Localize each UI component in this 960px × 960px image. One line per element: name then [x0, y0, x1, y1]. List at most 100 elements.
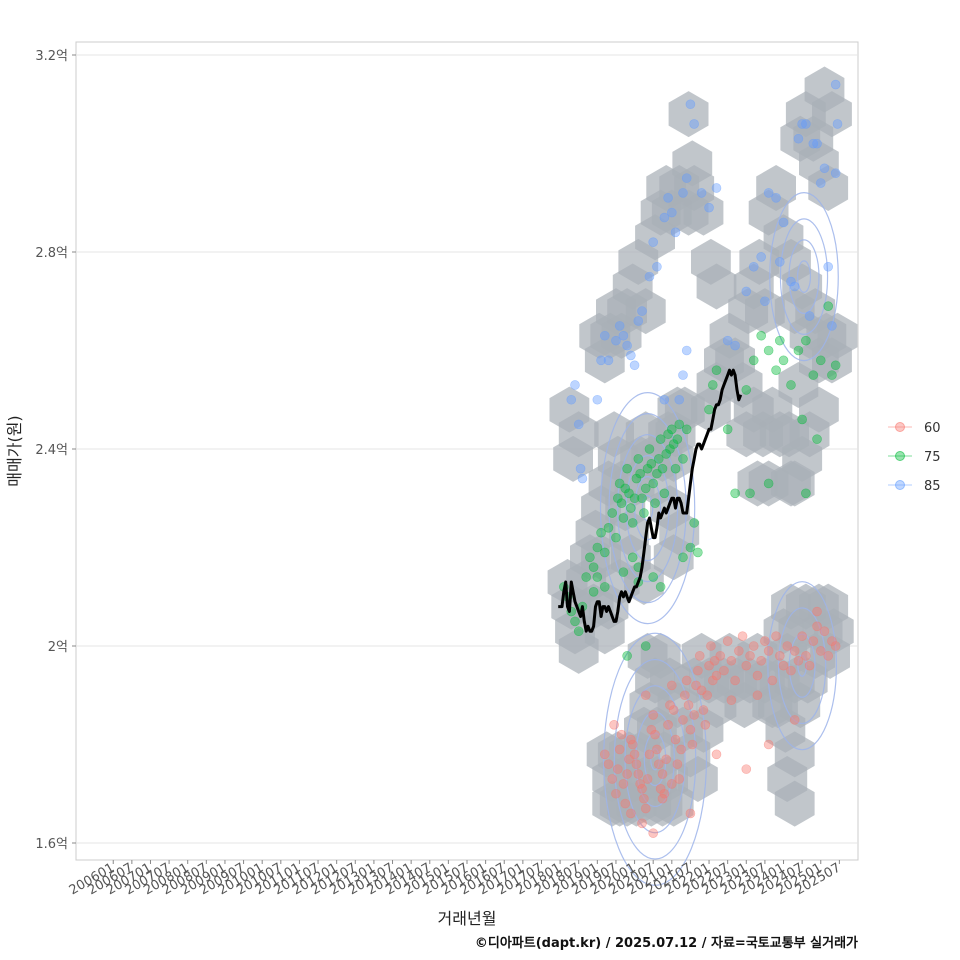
point-75 [646, 458, 657, 469]
point-85 [689, 119, 699, 129]
density-contour [634, 476, 662, 541]
density-contour [779, 218, 829, 335]
y-tick-label: 1.6억 [35, 837, 68, 852]
point-75 [607, 508, 618, 518]
point-75 [592, 572, 603, 582]
point-75 [650, 498, 660, 508]
point-60 [786, 665, 796, 676]
point-85 [756, 252, 766, 262]
point-60 [726, 695, 737, 705]
point-75 [665, 444, 675, 454]
point-60 [741, 660, 752, 671]
point-75 [635, 468, 645, 479]
point-60 [812, 606, 822, 617]
point-75 [640, 641, 651, 651]
point-75 [592, 542, 603, 553]
point-75 [774, 335, 785, 346]
point-85 [678, 370, 688, 380]
y-axis: 1.6억 2억 2.4억 2.8억 3.2억 [35, 49, 76, 852]
point-85 [819, 163, 830, 174]
density-contour [635, 711, 675, 808]
point-60 [771, 631, 781, 641]
point-85 [812, 138, 822, 149]
point-75 [801, 488, 811, 499]
legend-key-dot-60 [895, 422, 905, 432]
point-75 [681, 424, 692, 435]
point-75 [663, 429, 673, 440]
point-60 [622, 769, 632, 779]
point-60 [752, 690, 763, 701]
point-85 [618, 330, 629, 341]
point-75 [815, 355, 826, 366]
point-75 [627, 552, 638, 563]
point-75 [661, 449, 672, 459]
hex-cell [696, 263, 737, 310]
point-85 [801, 119, 811, 129]
point-60 [745, 651, 755, 661]
point-75 [756, 330, 766, 341]
point-75 [626, 503, 636, 513]
point-85 [797, 119, 807, 129]
density-contour [788, 633, 816, 698]
point-75 [674, 419, 685, 430]
point-60 [616, 729, 627, 740]
point-85 [771, 193, 781, 203]
point-60 [698, 705, 709, 715]
point-60 [648, 828, 658, 838]
point-75 [613, 493, 623, 504]
legend-item-85: 85 [888, 479, 941, 494]
median-price-trend-line [558, 368, 743, 633]
point-85 [573, 419, 584, 430]
point-60 [715, 651, 726, 661]
density-contour [613, 658, 697, 860]
x-axis: 2006012006072007012007072008012008072009… [67, 860, 843, 898]
point-75 [689, 518, 699, 528]
point-85 [659, 394, 670, 405]
point-85 [696, 188, 707, 198]
point-60 [687, 739, 698, 750]
point-60 [657, 793, 668, 804]
point-75 [581, 572, 591, 582]
point-60 [756, 655, 766, 666]
hex-cell [774, 780, 815, 827]
point-60 [823, 651, 834, 661]
point-60 [707, 675, 718, 686]
point-60 [627, 739, 638, 750]
point-85 [804, 311, 815, 321]
point-85 [823, 261, 834, 272]
point-60 [808, 636, 819, 646]
point-60 [635, 779, 645, 789]
point-85 [830, 79, 841, 90]
point-75 [611, 532, 621, 543]
point-85 [644, 271, 655, 282]
point-75 [588, 562, 599, 573]
density-contours [599, 192, 839, 886]
point-60 [702, 690, 712, 701]
point-75 [618, 567, 629, 577]
point-60 [689, 710, 699, 720]
point-60 [646, 724, 657, 735]
point-75 [620, 483, 631, 494]
hex-cell [627, 632, 668, 679]
point-85 [685, 99, 696, 110]
point-60 [681, 675, 692, 686]
density-contour [769, 192, 839, 362]
point-85 [633, 316, 644, 326]
point-60 [620, 798, 631, 809]
point-75 [603, 522, 614, 533]
point-60 [711, 749, 722, 760]
point-75 [801, 335, 811, 346]
point-60 [676, 744, 686, 755]
point-85 [592, 394, 603, 405]
density-contour [788, 239, 820, 314]
point-60 [812, 621, 822, 632]
point-60 [626, 808, 636, 819]
y-tick-label: 2.4억 [35, 443, 68, 458]
point-60 [789, 646, 800, 656]
point-60 [685, 808, 696, 819]
trend-line-layer [558, 368, 743, 633]
point-60 [655, 784, 666, 794]
legend: 60 75 85 [888, 421, 941, 494]
point-85 [599, 330, 610, 341]
point-75 [588, 587, 599, 597]
